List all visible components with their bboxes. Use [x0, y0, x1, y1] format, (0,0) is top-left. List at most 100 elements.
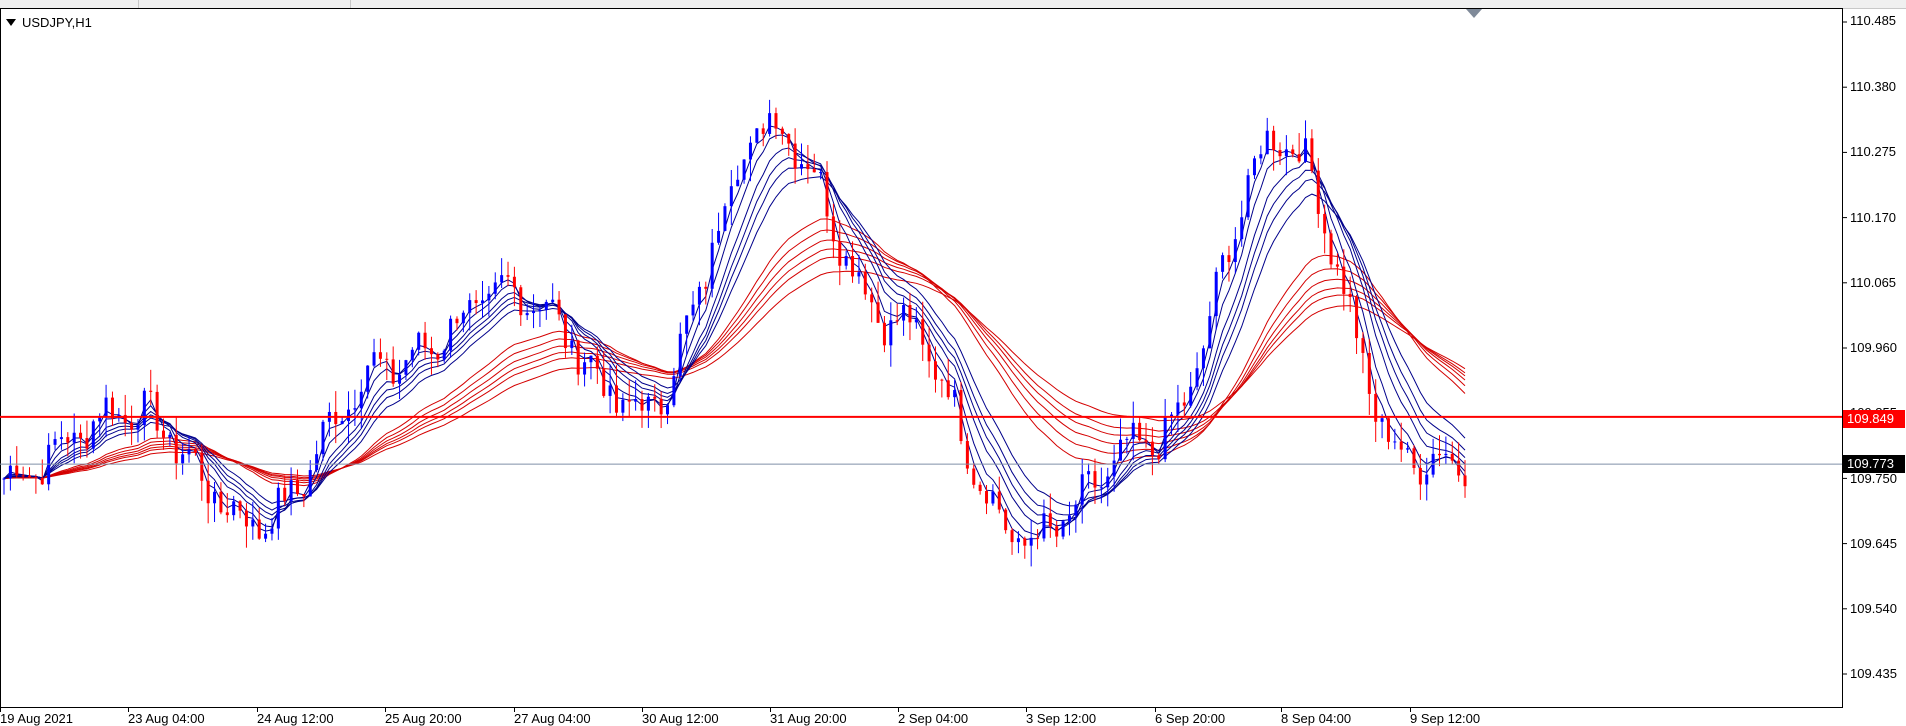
candle [1144, 423, 1148, 448]
candle [1163, 398, 1167, 463]
candle [1125, 436, 1129, 454]
candle [34, 474, 38, 494]
candle [1170, 412, 1174, 435]
candle [870, 287, 874, 323]
collapse-arrow-icon[interactable] [6, 19, 16, 26]
candle [965, 433, 969, 474]
candle [838, 220, 842, 286]
candle [1182, 392, 1186, 418]
candle [985, 485, 989, 515]
candle [806, 144, 810, 184]
candle [474, 290, 478, 315]
candle [608, 364, 612, 414]
candle [583, 352, 587, 387]
candle [991, 484, 995, 506]
candle [697, 281, 701, 326]
candle [946, 358, 950, 400]
time-tick: 23 Aug 04:00 [128, 711, 205, 726]
candle [2, 477, 6, 495]
candle [659, 391, 663, 429]
candle [595, 346, 599, 384]
time-tick: 2 Sep 04:00 [898, 711, 969, 726]
candle [340, 417, 344, 425]
candle [1119, 418, 1122, 461]
candle [717, 212, 721, 245]
candle [174, 416, 178, 480]
candle [487, 285, 491, 317]
candle [1272, 125, 1276, 171]
candle [1208, 301, 1212, 349]
candle [551, 283, 555, 304]
candle [264, 523, 268, 543]
candle [1323, 204, 1327, 254]
time-tick: 9 Sep 12:00 [1410, 711, 1481, 726]
candle [863, 263, 867, 300]
candle [1348, 276, 1352, 313]
candle [748, 136, 752, 182]
candle [404, 359, 408, 381]
candle [378, 338, 382, 367]
chart-shift-marker-icon[interactable] [1466, 9, 1482, 18]
candle [232, 495, 236, 521]
candle [1450, 441, 1454, 465]
candle [302, 494, 306, 508]
candle [1023, 536, 1027, 559]
candle [1016, 531, 1020, 554]
candle [372, 338, 376, 367]
candle [130, 405, 134, 446]
last-price-label: 109.773 [1843, 455, 1905, 473]
candle [1004, 508, 1008, 534]
candle [72, 413, 76, 464]
candle [640, 390, 644, 428]
candle [506, 261, 510, 287]
candle [1444, 436, 1448, 465]
price-tick: 109.540 [1850, 601, 1897, 616]
candle [742, 159, 746, 184]
candle [168, 432, 172, 446]
candle [570, 324, 574, 356]
candle [1138, 417, 1142, 442]
candle [219, 482, 223, 515]
candle [787, 133, 791, 156]
candle [895, 303, 899, 326]
candle [576, 339, 580, 386]
candle [819, 169, 823, 180]
candle [729, 169, 733, 226]
candle [1310, 129, 1314, 174]
candle [1176, 384, 1180, 433]
candle [666, 403, 670, 425]
time-tick: 27 Aug 04:00 [514, 711, 591, 726]
candle [21, 466, 25, 481]
candle [110, 391, 114, 426]
candle [385, 352, 389, 381]
candle [142, 387, 146, 441]
candle [557, 291, 561, 321]
candle [1393, 428, 1397, 450]
candle [634, 380, 638, 411]
candle [1438, 435, 1441, 467]
candle [270, 517, 274, 541]
candle [933, 346, 937, 393]
candle [162, 418, 165, 450]
candle [315, 440, 319, 473]
candle [972, 463, 976, 489]
bid-price-label: 109.849 [1843, 410, 1905, 428]
candle [481, 281, 484, 318]
candle [15, 446, 19, 478]
candle [1240, 200, 1244, 247]
slow-ma-line [3, 270, 1466, 479]
candle [768, 99, 772, 137]
candle [500, 258, 504, 289]
candle [1329, 229, 1333, 269]
candle [353, 389, 357, 426]
candle [468, 293, 472, 331]
fast-ma-line [3, 157, 1466, 522]
candle [755, 128, 759, 144]
candle [244, 503, 248, 548]
symbol-title: USDJPY,H1 [22, 15, 92, 30]
candle [1367, 339, 1371, 415]
candle [85, 420, 89, 458]
candle [646, 393, 650, 428]
